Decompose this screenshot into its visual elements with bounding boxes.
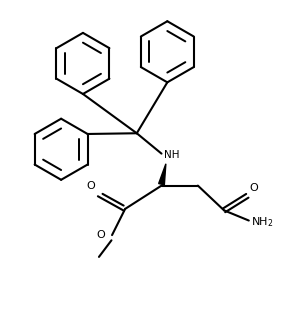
Text: NH$_2$: NH$_2$ bbox=[251, 215, 273, 229]
Text: O: O bbox=[96, 230, 105, 240]
Polygon shape bbox=[159, 164, 166, 185]
Text: NH: NH bbox=[164, 150, 179, 160]
Text: O: O bbox=[249, 183, 258, 193]
Text: O: O bbox=[87, 182, 95, 191]
